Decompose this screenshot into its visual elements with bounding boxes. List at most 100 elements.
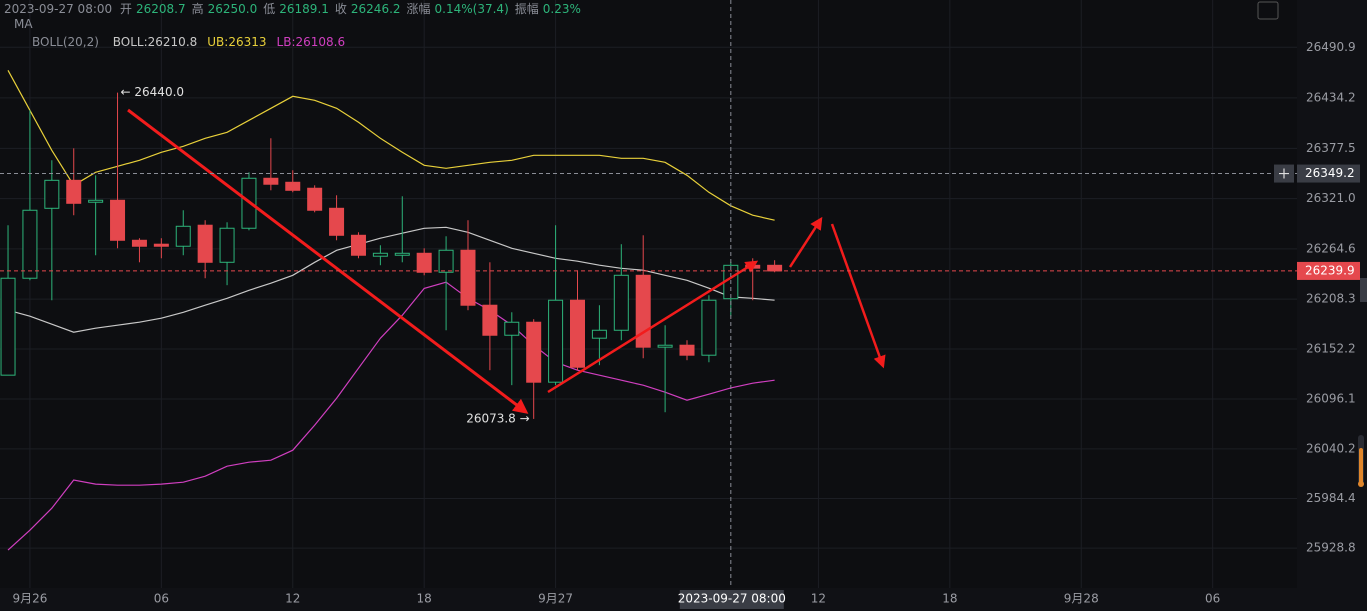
candle-body	[110, 199, 126, 241]
x-tick-label: 12	[811, 592, 826, 606]
legend-name: LB	[277, 35, 296, 49]
header-value: 26208.7	[135, 2, 186, 16]
indicator-line	[7, 281, 775, 551]
header-value: 26250.0	[207, 2, 258, 16]
header-label: 涨幅	[406, 2, 431, 16]
candle-body	[504, 321, 520, 336]
legend-value: 26108.6	[295, 35, 346, 49]
candle-body	[460, 249, 476, 306]
header-label: 高	[191, 2, 204, 16]
candle-body	[197, 224, 213, 263]
arrow	[788, 216, 823, 268]
crosshair-time-label: 2023-09-27 08:00	[678, 592, 786, 606]
y-tick-label: 26152.2	[1306, 342, 1356, 356]
candle-body	[679, 344, 695, 356]
candle-body	[438, 249, 454, 273]
candle-body	[767, 264, 783, 272]
last-price-box	[1297, 261, 1360, 280]
candle-body	[350, 234, 366, 256]
x-tick-label: 18	[417, 592, 432, 606]
x-tick-label: 12	[285, 592, 300, 606]
y-tick-label: 25928.8	[1306, 541, 1356, 555]
last-price-label: 26239.9	[1305, 263, 1355, 277]
y-tick-label: 26434.2	[1306, 90, 1356, 104]
x-tick-label: 9月27	[538, 592, 573, 606]
legend-value: 26210.8	[147, 35, 198, 49]
ohlc-header: 2023-09-27 08:00 开 26208.7 高 26250.0 低 26189.…	[4, 0, 587, 17]
header-label: 振幅	[514, 2, 539, 16]
y-tick-label: 26096.1	[1306, 392, 1356, 406]
ma-legend: MA	[4, 17, 37, 31]
arrow	[830, 223, 886, 369]
candle-body	[22, 209, 38, 279]
candle-body	[548, 299, 564, 383]
candle-body	[219, 227, 235, 263]
x-tick-label: 06	[1205, 592, 1220, 606]
header-value: 0.23%	[542, 2, 581, 16]
candle-body	[613, 274, 629, 331]
candle-body	[88, 199, 104, 203]
candle-body	[175, 225, 191, 247]
candle-body	[657, 344, 673, 348]
price-axis	[1297, 0, 1367, 611]
y-tick-label: 26377.5	[1306, 141, 1356, 155]
header-value: 26189.1	[279, 2, 329, 16]
candle-body	[569, 299, 585, 368]
candle-body	[701, 299, 717, 356]
annotation: ← 26440.0	[121, 85, 184, 99]
annotation: 26073.8 →	[466, 411, 530, 425]
header-value: 26246.2	[350, 2, 401, 16]
ma-label: MA	[14, 17, 33, 31]
candle-body	[285, 181, 301, 191]
arrow	[127, 108, 529, 414]
candle-body	[307, 187, 323, 211]
header-label: 收	[334, 2, 347, 16]
candle-body	[0, 277, 16, 376]
candle-body	[263, 177, 279, 185]
legend-name: UB	[207, 35, 228, 49]
y-tick-label: 26490.9	[1306, 40, 1356, 54]
header-label: 开	[119, 2, 132, 16]
arrow	[547, 260, 759, 394]
crosshair-price-box	[1297, 164, 1360, 183]
legend-entry: UB26313	[207, 35, 266, 49]
y-tick-label: 26321.0	[1306, 191, 1356, 205]
scroll-thumb[interactable]	[1359, 448, 1363, 484]
candle-body	[372, 252, 388, 257]
y-tick-label: 26040.2	[1306, 441, 1356, 455]
x-tick-label: 9月28	[1064, 592, 1099, 606]
y-tick-label: 26208.3	[1306, 292, 1356, 306]
legend-value: 26313	[228, 35, 267, 49]
drawn-arrows	[127, 108, 886, 414]
x-tick-label: 06	[154, 592, 169, 606]
crosshair-price-label: 26349.2	[1305, 166, 1355, 180]
fullscreen-icon[interactable]	[1257, 1, 1279, 20]
candle-body	[131, 239, 147, 247]
y-tick-label: 26264.6	[1306, 241, 1356, 255]
indicator-line	[7, 70, 775, 221]
candle-body	[482, 304, 498, 336]
candle-body	[329, 207, 345, 236]
candle-body	[526, 321, 542, 383]
boll-legend: BOLL(20,2) BOLL26210.8 UB26313 LB26108.6	[32, 35, 349, 49]
legend-name: BOLL	[113, 35, 148, 49]
candle-body	[153, 243, 169, 247]
candle-body	[416, 252, 432, 273]
boll-label: BOLL(20,2)	[32, 35, 99, 49]
legend-entry: LB26108.6	[277, 35, 346, 49]
scroll-knob[interactable]	[1358, 481, 1364, 487]
header-value: 0.14%(37.4)	[434, 2, 509, 16]
candle-body	[44, 179, 60, 209]
add-icon	[1279, 168, 1289, 179]
x-tick-label: 9月26	[12, 592, 47, 606]
time-axis	[0, 588, 1297, 611]
x-tick-label: 18	[942, 592, 957, 606]
candle-body	[66, 179, 82, 204]
header-label: 低	[263, 2, 276, 16]
candle-body	[394, 252, 410, 256]
crosshair-time-box	[679, 590, 784, 609]
legend-entry: BOLL26210.8	[113, 35, 198, 49]
axis-handle[interactable]	[1360, 278, 1367, 302]
candle-body	[591, 329, 607, 339]
